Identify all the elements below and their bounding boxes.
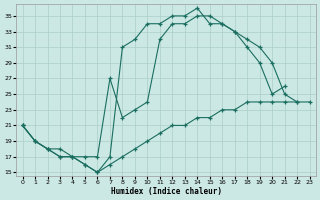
X-axis label: Humidex (Indice chaleur): Humidex (Indice chaleur) [111, 187, 221, 196]
